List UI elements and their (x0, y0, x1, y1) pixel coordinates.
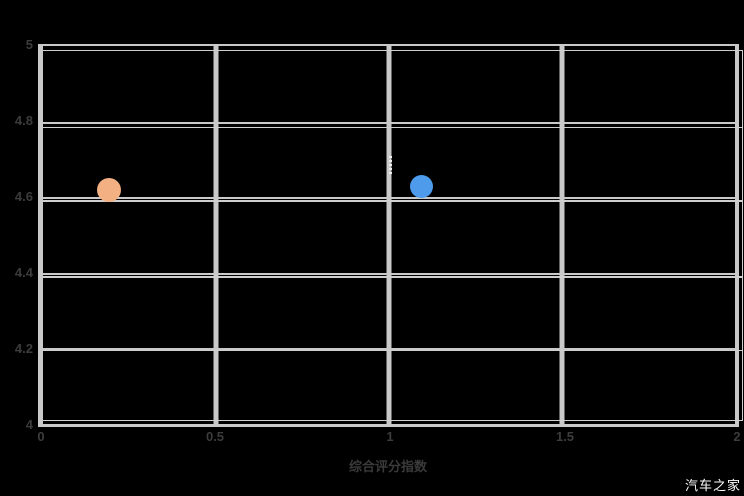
y-axis-tick-label: 4.6 (14, 189, 33, 204)
y-axis-tick-label: 5 (25, 37, 33, 52)
gridline-vertical (213, 46, 219, 424)
x-axis-tick-label: 1 (386, 429, 394, 444)
x-axis-title: 综合评分指数 (348, 459, 428, 474)
gridline-vertical (559, 46, 565, 424)
y-axis-tick-label: 4 (25, 417, 33, 432)
dashed-marker (389, 156, 392, 176)
plot-area-overlay-grid (43, 50, 743, 421)
x-axis-tick-label: 0 (37, 429, 45, 444)
gridline-horizontal-thin (43, 276, 742, 278)
gridline-horizontal (43, 348, 735, 351)
gridline-vertical (386, 46, 392, 424)
x-axis-tick-label: 2 (733, 429, 741, 444)
scatter-point-orange[interactable] (97, 178, 121, 202)
gridline-horizontal-thin (43, 126, 742, 129)
y-axis-tick-label: 4.8 (14, 113, 33, 128)
gridline-horizontal (43, 197, 735, 200)
x-axis-tick-label: 0.5 (205, 429, 225, 444)
gridline-horizontal (43, 272, 735, 275)
gridline-horizontal-thin (43, 349, 742, 352)
scatter-point-blue[interactable] (410, 175, 433, 198)
gridline-horizontal (43, 121, 735, 124)
plot-area (38, 44, 739, 427)
watermark-autohome: 汽车之家 (684, 478, 741, 493)
y-axis-tick-label: 4.2 (14, 341, 33, 356)
gridline-horizontal-thin (43, 200, 742, 202)
y-axis-tick-label: 4.4 (14, 265, 33, 280)
x-axis-tick-label: 1.5 (555, 429, 575, 444)
